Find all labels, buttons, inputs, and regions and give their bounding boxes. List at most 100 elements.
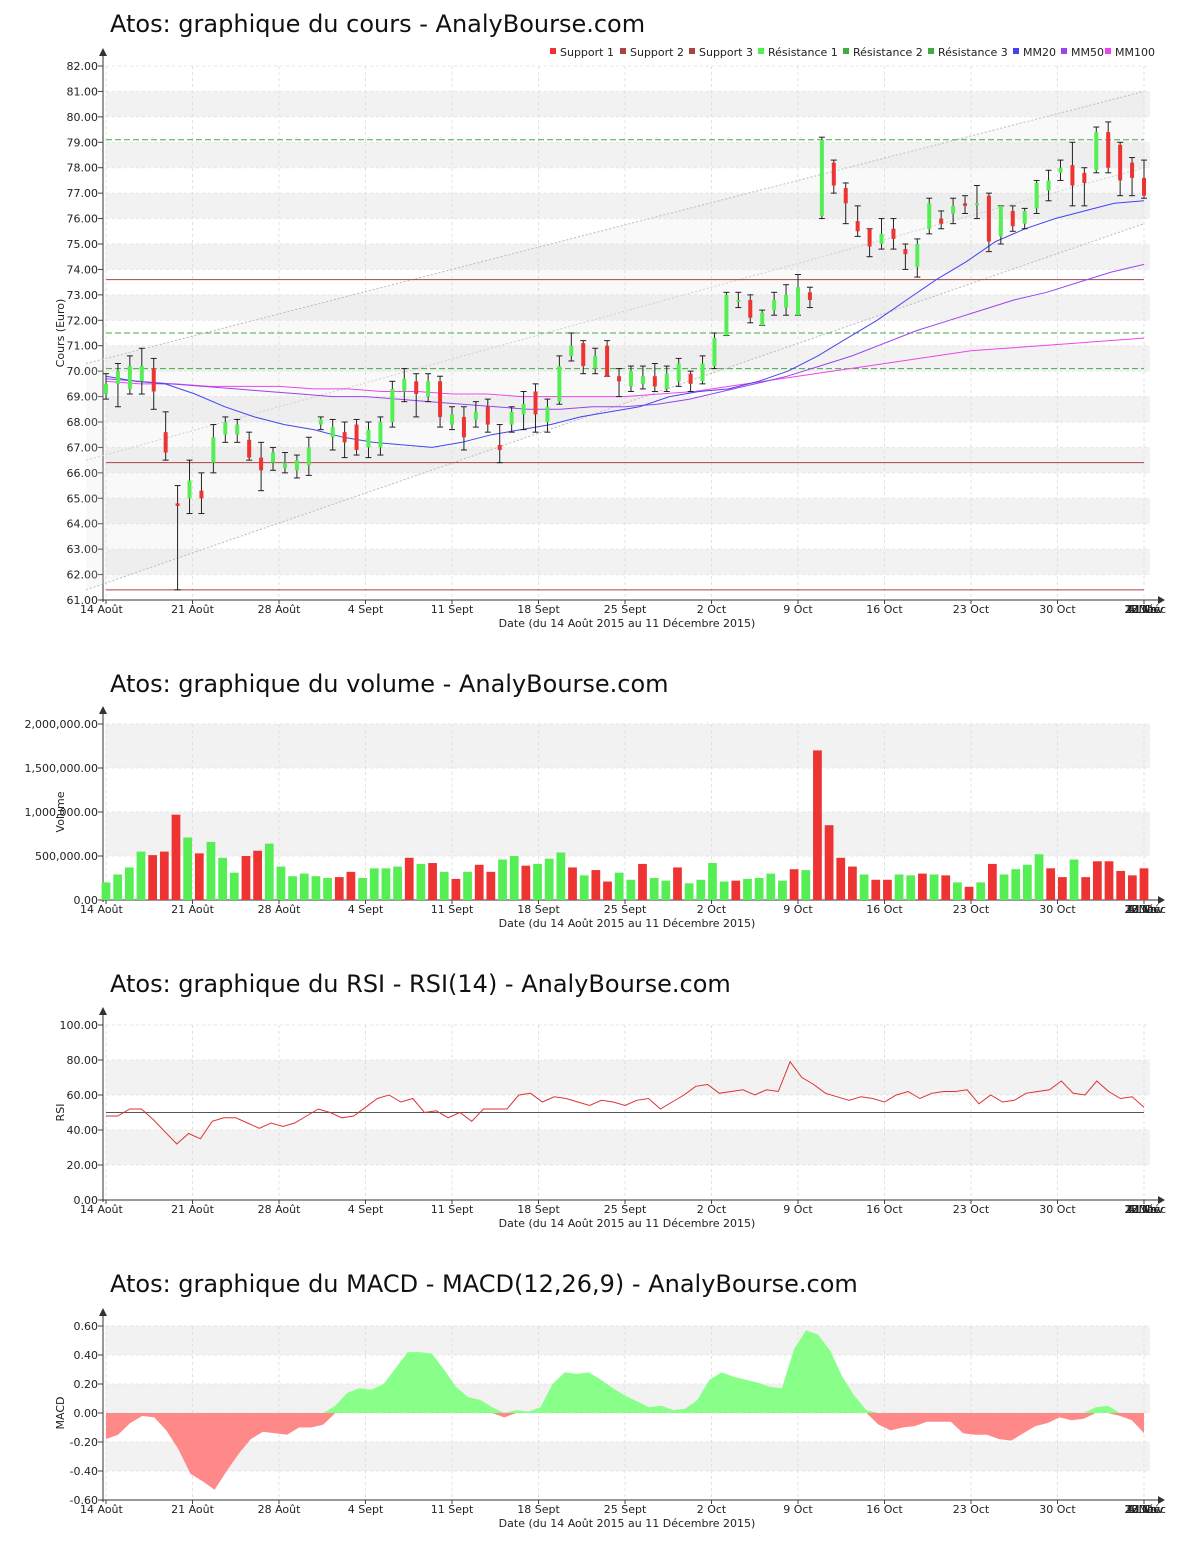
volume-bar bbox=[673, 867, 682, 900]
x-tick-label: 11 Déc bbox=[1127, 903, 1166, 916]
volume-bar bbox=[929, 874, 939, 900]
x-tick-label: 30 Oct bbox=[1039, 603, 1076, 616]
rsi-chart: 0.00 20.00 40.00 60.00 80.00 100.00 14 Août 21 … bbox=[54, 1007, 1166, 1230]
candle-down bbox=[867, 228, 872, 247]
x-tick-label: 21 Août bbox=[171, 1503, 215, 1516]
volume-bar bbox=[1081, 877, 1091, 900]
candle-down bbox=[963, 203, 968, 206]
candle-up bbox=[879, 233, 884, 244]
candle-up bbox=[712, 338, 717, 367]
volume-bar bbox=[603, 881, 612, 900]
x-tick-label: 11 Sept bbox=[431, 903, 474, 916]
volume-bar bbox=[614, 872, 624, 900]
grid-band bbox=[106, 142, 1150, 168]
legend-swatch bbox=[1061, 48, 1067, 54]
x-tick-label: 11 Sept bbox=[431, 1503, 474, 1516]
volume-bar bbox=[264, 843, 274, 900]
legend-swatch bbox=[843, 48, 849, 54]
x-tick-label: 4 Sept bbox=[348, 903, 384, 916]
x-tick-label: 27 Nov bbox=[1125, 603, 1164, 616]
candle-up bbox=[1034, 182, 1039, 209]
x-tick-label: 25 Sept bbox=[604, 1503, 647, 1516]
y-tick-label: 65.00 bbox=[67, 492, 99, 505]
candle-up bbox=[318, 419, 323, 425]
volume-bar bbox=[766, 873, 776, 900]
x-tick-label: 6 Nov bbox=[1128, 903, 1160, 916]
volume-bar bbox=[871, 879, 881, 900]
x-tick-label: 25 Sept bbox=[604, 1203, 647, 1216]
y-tick-label: 70.00 bbox=[67, 365, 99, 378]
legend-swatch bbox=[689, 48, 695, 54]
volume-bar bbox=[743, 878, 752, 900]
volume-bar bbox=[848, 866, 857, 900]
x-tick-label: 11 Déc bbox=[1127, 1503, 1166, 1516]
volume-bar bbox=[1127, 875, 1137, 900]
candle-up bbox=[235, 424, 240, 435]
x-tick-label: 21 Août bbox=[171, 1203, 215, 1216]
x-tick-label: 2 Oct bbox=[697, 1503, 727, 1516]
volume-bar bbox=[463, 871, 472, 900]
volume-chart: 0.00 500,000.00 1,000,000.00 1,500,000.00 2,… bbox=[25, 706, 1166, 930]
x-tick-label: 11 Sept bbox=[431, 603, 474, 616]
y-axis-label: Volume bbox=[54, 791, 67, 832]
grid-band bbox=[106, 1060, 1150, 1095]
x-tick-label: 25 Sept bbox=[604, 603, 647, 616]
x-tick-label: 18 Sept bbox=[517, 903, 560, 916]
candle-down bbox=[1130, 162, 1135, 178]
x-tick-label: 9 Oct bbox=[783, 903, 813, 916]
y-axis-arrow bbox=[99, 48, 107, 56]
y-tick-label: 1,500,000.00 bbox=[25, 762, 98, 775]
y-tick-label: 80.00 bbox=[67, 111, 99, 124]
candle-down bbox=[1082, 172, 1087, 183]
volume-bar bbox=[404, 857, 414, 900]
x-tick-label: 13 Nov bbox=[1125, 1503, 1164, 1516]
candle-up bbox=[927, 203, 932, 229]
grid-band bbox=[106, 193, 1150, 219]
volume-bar bbox=[1139, 868, 1149, 900]
y-tick-label: 62.00 bbox=[67, 569, 99, 582]
candle-up bbox=[1022, 210, 1027, 224]
volume-bar bbox=[556, 852, 566, 900]
y-tick-label: 67.00 bbox=[67, 441, 99, 454]
trend-channel-lower bbox=[85, 223, 1145, 591]
y-axis-arrow bbox=[99, 1007, 107, 1015]
candle-down bbox=[939, 218, 944, 224]
candle-up bbox=[378, 422, 383, 448]
candle-down bbox=[438, 381, 443, 417]
y-tick-label: 64.00 bbox=[67, 518, 99, 531]
candle-up bbox=[271, 452, 276, 463]
candle-up bbox=[390, 388, 395, 422]
grid-band bbox=[106, 549, 1150, 575]
macd-chart: -0.60 -0.40 -0.20 0.00 0.20 0.40 0.60 14 Août 21… bbox=[54, 1308, 1166, 1530]
volume-bar bbox=[486, 871, 496, 900]
candle-up bbox=[676, 363, 681, 382]
volume-bar bbox=[649, 878, 659, 900]
x-tick-label: 23 Oct bbox=[953, 1203, 990, 1216]
volume-bar bbox=[241, 856, 251, 900]
candle-down bbox=[414, 381, 419, 395]
candle-up bbox=[1094, 132, 1099, 171]
candle-down bbox=[1118, 144, 1123, 181]
candle-down bbox=[986, 195, 991, 242]
legend-swatch bbox=[1105, 48, 1111, 54]
volume-bar bbox=[439, 871, 449, 900]
candle-down bbox=[461, 416, 466, 438]
volume-bar bbox=[544, 858, 554, 900]
candle-up bbox=[784, 294, 789, 308]
volume-bar bbox=[1104, 861, 1114, 900]
volume-bar bbox=[474, 864, 484, 900]
candle-down bbox=[1106, 132, 1111, 168]
x-tick-label: 18 Sept bbox=[517, 603, 560, 616]
volume-bar bbox=[999, 874, 1009, 900]
candle-up bbox=[139, 366, 144, 382]
legend-label: Support 3 bbox=[699, 46, 753, 59]
candle-up bbox=[998, 205, 1003, 237]
volume-bar bbox=[1011, 869, 1021, 900]
price-chart: 61.00 62.00 63.00 64.00 65.00 66.00 67.00 68.00… bbox=[54, 46, 1166, 630]
volume-bar bbox=[906, 875, 916, 900]
rsi-line bbox=[106, 1060, 1145, 1145]
volume-bar bbox=[964, 886, 974, 900]
x-tick-label: 14 Août bbox=[80, 1203, 124, 1216]
candle-down bbox=[1010, 210, 1015, 227]
x-tick-label: 4 Sept bbox=[348, 1503, 384, 1516]
